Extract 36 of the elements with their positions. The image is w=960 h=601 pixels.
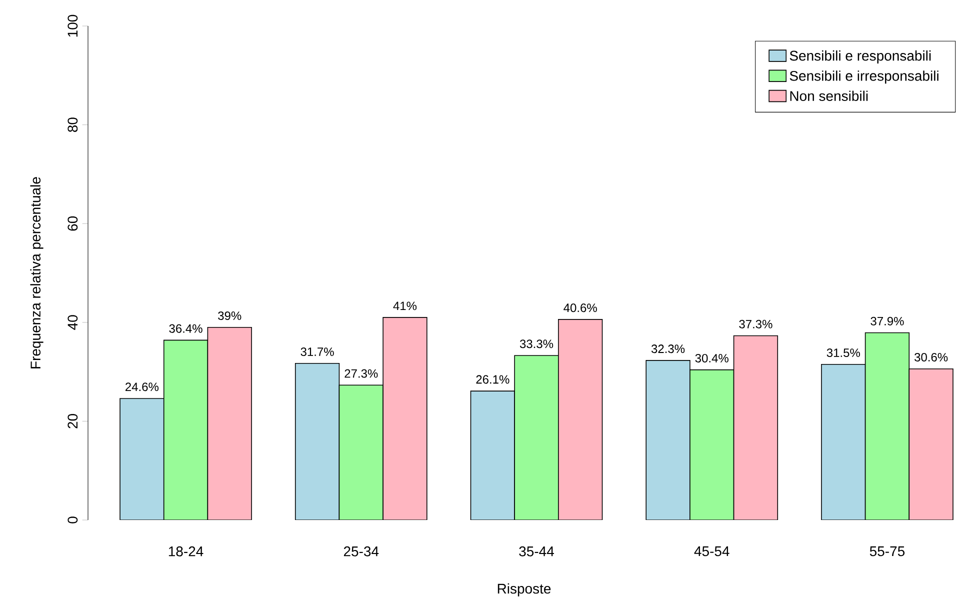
data-label: 24.6% [126,382,159,392]
y-tick-label: 40 [68,315,78,330]
data-label: 30.4% [695,354,728,362]
legend-label: Sensibili e responsabili [790,50,931,64]
bar [558,319,603,520]
data-label: 31.7% [300,348,334,356]
x-tick-label: 45-54 [694,546,730,556]
legend-label: Sensibili e irresponsabili [790,70,938,84]
y-tick-label: 20 [68,414,78,428]
y-tick-label: 80 [68,118,78,132]
data-label: 37.9% [870,316,904,326]
x-tick-label: 18-24 [168,546,204,556]
bar [733,335,778,520]
y-tick-label: 60 [68,216,78,231]
data-label: 30.6% [914,352,948,362]
x-tick-label: 35-44 [519,546,554,556]
data-label: 31.5% [826,348,860,358]
data-label: 32.3% [651,344,685,354]
data-label: 37.3% [739,320,772,328]
bar [382,317,428,520]
data-label: 36.4% [169,324,202,333]
data-label: 40.6% [564,304,597,312]
x-tick-label: 25-34 [344,546,379,556]
y-axis-title: Frequenza relativa percentuale [30,177,44,368]
y-tick-label: 0 [68,516,78,524]
x-axis-title: Risposte [498,583,551,596]
bar [908,368,954,520]
bar [207,326,252,520]
data-label: 39% [218,311,242,320]
y-tick-label: 100 [68,14,78,37]
data-label: 27.3% [344,369,378,378]
data-label: 33.3% [520,340,554,348]
legend-label: Non sensibili [790,90,868,101]
data-label: 26.1% [476,375,510,384]
x-tick-label: 55-75 [870,546,905,556]
data-label: 41% [393,302,417,310]
